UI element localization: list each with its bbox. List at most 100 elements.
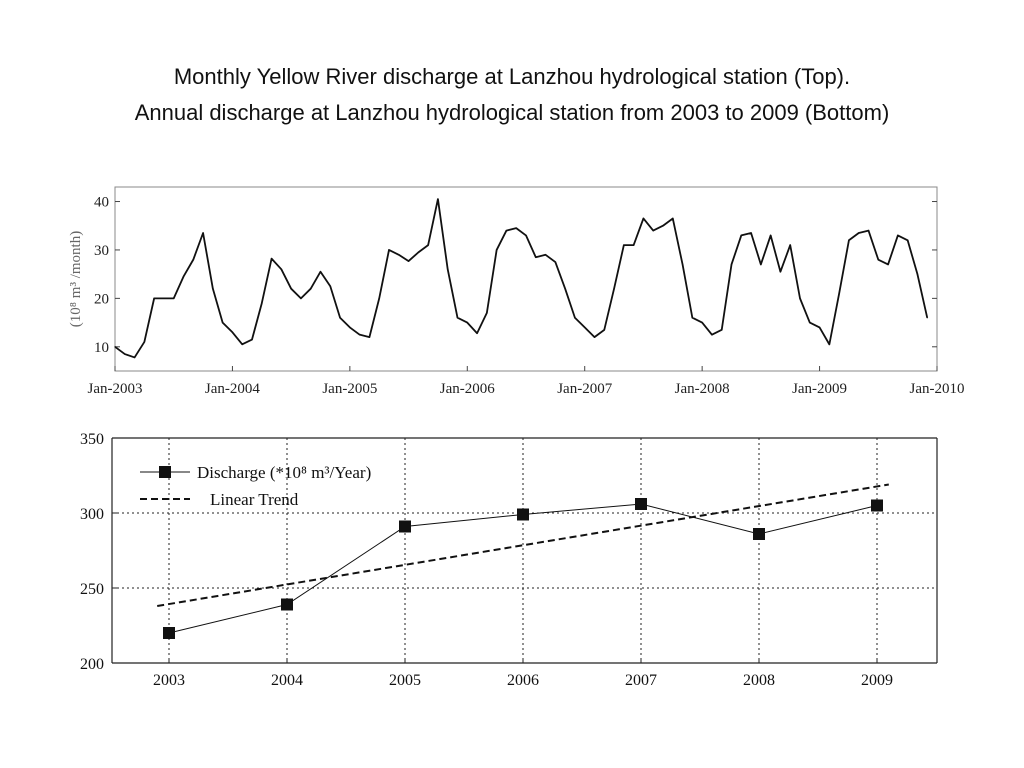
data-point xyxy=(779,271,782,273)
y-tick-label: 200 xyxy=(80,656,104,673)
x-tick-label: Jan-2005 xyxy=(322,381,377,397)
data-point xyxy=(750,232,752,234)
data-point xyxy=(907,239,909,241)
data-point xyxy=(691,317,693,319)
linear-trend-line xyxy=(157,483,889,607)
data-point xyxy=(388,249,390,251)
data-point xyxy=(310,288,312,290)
data-point xyxy=(867,229,870,232)
data-point xyxy=(143,341,145,343)
x-tick-label: Jan-2004 xyxy=(205,381,260,397)
data-point xyxy=(319,271,322,273)
data-point xyxy=(300,297,302,299)
x-tick-label: 2008 xyxy=(743,672,775,689)
data-point xyxy=(701,321,703,324)
data-point xyxy=(525,234,527,237)
data-point xyxy=(261,302,263,304)
discharge-marker xyxy=(871,499,883,512)
data-point xyxy=(133,356,136,359)
data-point xyxy=(858,232,860,234)
data-point xyxy=(535,256,537,258)
discharge-marker xyxy=(635,498,647,510)
x-tick-label: Jan-2007 xyxy=(557,381,612,397)
data-point xyxy=(212,288,214,290)
discharge-marker xyxy=(753,528,765,540)
data-point xyxy=(290,288,292,290)
data-point xyxy=(496,249,498,251)
x-tick-label: Jan-2003 xyxy=(88,381,143,397)
x-tick-label: 2009 xyxy=(861,672,893,689)
slide-title-line-2: Annual discharge at Lanzhou hydrological… xyxy=(134,100,890,125)
data-point xyxy=(173,297,175,299)
data-point xyxy=(505,229,508,232)
data-point xyxy=(192,259,194,261)
data-point xyxy=(515,227,517,229)
data-point xyxy=(486,312,488,314)
x-tick-label: Jan-2008 xyxy=(675,381,730,397)
data-point xyxy=(447,268,449,270)
data-point xyxy=(789,244,791,246)
data-point xyxy=(564,288,566,290)
data-point xyxy=(593,336,596,338)
data-point xyxy=(760,263,762,266)
data-point xyxy=(270,258,273,260)
data-point xyxy=(809,321,811,324)
data-point xyxy=(681,263,684,266)
data-point xyxy=(770,234,772,237)
data-point xyxy=(642,217,645,220)
data-point xyxy=(329,285,331,287)
data-point xyxy=(544,254,547,256)
legend-discharge-marker xyxy=(159,466,171,478)
x-tick-label: 2003 xyxy=(153,672,185,689)
data-point xyxy=(427,244,429,246)
y-tick-label: 350 xyxy=(80,431,104,448)
y-axis-label: (10⁸ m³ /month) xyxy=(68,231,84,327)
data-point xyxy=(721,329,723,331)
data-point xyxy=(437,198,439,200)
data-point xyxy=(711,334,713,336)
data-point xyxy=(799,297,801,299)
data-point xyxy=(153,297,155,299)
data-point xyxy=(202,232,204,234)
discharge-marker xyxy=(281,598,293,611)
data-point xyxy=(848,239,850,241)
data-point xyxy=(114,346,116,348)
data-point xyxy=(740,234,742,237)
y-tick-label: 300 xyxy=(80,506,104,523)
legend-discharge-label: Discharge (*10⁸ m³/Year) xyxy=(197,463,371,482)
y-tick-label: 10 xyxy=(94,340,109,356)
x-tick-label: Jan-2010 xyxy=(910,381,965,397)
data-point xyxy=(359,334,361,336)
data-point xyxy=(838,292,840,295)
data-point xyxy=(241,343,243,345)
data-point xyxy=(574,317,576,319)
data-point xyxy=(339,317,341,319)
x-tick-label: 2005 xyxy=(389,672,421,689)
x-tick-label: 2007 xyxy=(625,672,657,689)
data-point xyxy=(584,326,586,329)
data-point xyxy=(466,321,468,324)
data-point xyxy=(652,229,654,232)
y-tick-label: 40 xyxy=(94,195,109,211)
data-point xyxy=(828,343,830,345)
x-tick-label: 2004 xyxy=(271,672,303,689)
data-point xyxy=(163,297,165,299)
data-point xyxy=(916,273,919,275)
x-tick-label: 2006 xyxy=(507,672,539,689)
y-tick-label: 250 xyxy=(80,581,104,598)
data-point xyxy=(231,331,234,333)
data-point xyxy=(182,275,185,278)
plot-frame xyxy=(114,186,938,372)
data-point xyxy=(897,234,899,237)
data-point xyxy=(124,353,126,355)
data-point xyxy=(672,217,674,220)
discharge-marker xyxy=(163,627,175,639)
data-point xyxy=(407,260,410,262)
slide-title-line-1: Monthly Yellow River discharge at Lanzho… xyxy=(173,64,851,89)
discharge-marker xyxy=(399,520,411,533)
data-point xyxy=(926,317,928,319)
data-point xyxy=(456,317,459,319)
data-point xyxy=(378,297,380,299)
data-point xyxy=(877,259,879,261)
